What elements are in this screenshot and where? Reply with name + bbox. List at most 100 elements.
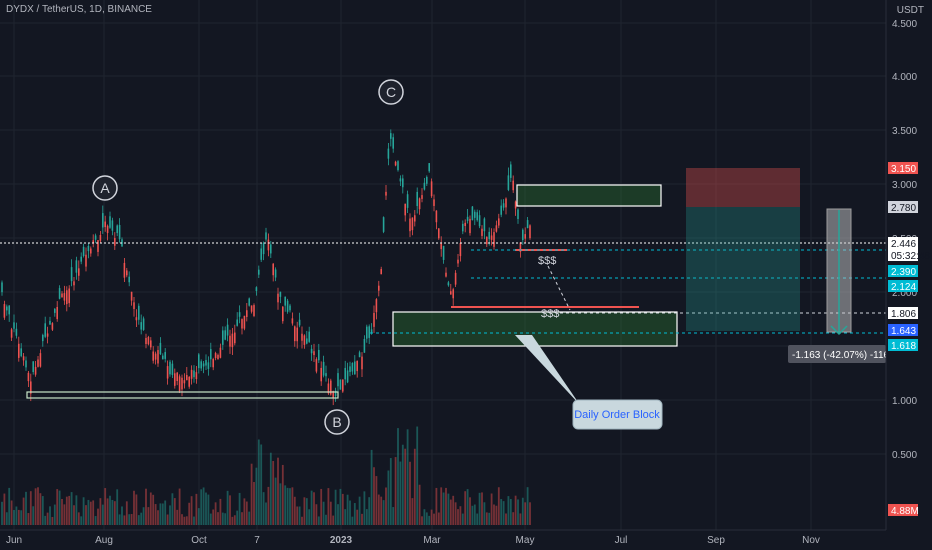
volume-bar [387,470,390,525]
volume-bar [37,487,39,525]
volume-bar [363,491,366,525]
support-box[interactable] [26,391,339,399]
volume-bar [113,501,116,525]
volume-bar [397,428,399,525]
candle-body [325,373,327,377]
volume-bar [61,498,63,525]
volume-bar [200,489,203,525]
candle-body [490,235,493,240]
stop-zone[interactable] [686,168,800,207]
candle-body [505,198,507,208]
candle-body [68,288,70,304]
volume-bar [147,507,150,525]
time-tick: Sep [707,535,725,546]
volume-bar [82,497,85,525]
candle-body [102,213,104,228]
volume-bar [123,515,126,525]
volume-bar [89,501,92,525]
volume-bar [245,501,248,525]
candle-body [13,322,15,329]
volume-bar [382,500,385,525]
volume-bar [435,487,438,525]
candle-body [106,225,109,234]
volume-bar [332,515,335,525]
candle-body [394,161,397,166]
volume-bar [44,515,47,525]
candle-body [73,281,75,286]
candle-body [150,340,152,348]
candle-body [342,379,344,392]
volume-bar [409,461,411,525]
liquidity-label-1: $$$ [538,255,556,267]
candle-body [85,254,87,267]
projection-path [547,265,571,311]
volume-bar [104,488,107,525]
volume-bar [514,495,517,525]
symbol-header[interactable]: DYDX / TetherUS, 1D, BINANCE [6,4,152,15]
volume-bar [267,486,270,525]
measure-arrow-head [830,325,848,336]
price-tick: 3.500 [892,126,917,137]
volume-bar [149,492,152,525]
candle-body [397,161,399,171]
candle-body [459,243,462,257]
wave-label-a[interactable]: A [92,175,118,201]
candle-body [157,350,159,364]
target-zone[interactable] [686,207,800,331]
time-tick: 2023 [330,535,353,546]
candle-body [133,302,135,309]
volume-bar [183,516,186,525]
wave-label-c[interactable]: C [378,79,404,105]
volume-bar [207,494,210,525]
supply-box[interactable] [516,184,662,207]
candle-body [58,288,61,299]
time-tick: Jul [615,535,628,546]
volume-bar [236,510,239,525]
volume-bar [305,498,308,525]
candle-body [272,263,274,276]
volume-bar [250,463,253,525]
candle-body [250,305,253,312]
candle-body [265,232,267,240]
volume-bar [277,457,279,525]
callout-box[interactable] [572,399,663,430]
candle-body [411,217,414,231]
candle-body [222,330,224,345]
candle-body [75,260,78,273]
volume-bar [401,444,404,525]
candle-body [512,180,514,191]
volume-bar [209,513,212,525]
candle-body [481,228,483,236]
volume-bar [137,515,140,525]
candle-body [438,228,440,239]
candle-body [282,306,284,322]
measure-label: -1.163 (-42.07%) -1163 [792,350,895,361]
candle-body [426,176,428,184]
volume-bar [423,509,426,525]
volume-bar [509,499,512,525]
volume-bar [159,503,162,525]
volume-bar [133,490,135,525]
candle-body [337,373,339,387]
candle-body [474,211,476,218]
price-tag-label: 4.88M [891,506,919,517]
time-axis[interactable] [0,530,886,550]
volume-bar [406,429,409,525]
candle-body [104,221,106,228]
candle-body [135,317,138,321]
candle-body [231,333,234,348]
price-tick: 4.500 [892,19,917,30]
volume-bar [181,514,183,525]
candle-body [212,358,214,368]
candle-body [171,363,174,375]
volume-bar [325,514,327,525]
volume-bar [238,492,241,525]
volume-bar [461,513,464,525]
volume-bar [224,513,227,525]
volume-bar [157,510,159,525]
candle-body [258,269,260,275]
candle-body [404,203,406,216]
wave-label-b[interactable]: B [324,409,350,435]
candle-body [414,215,416,222]
